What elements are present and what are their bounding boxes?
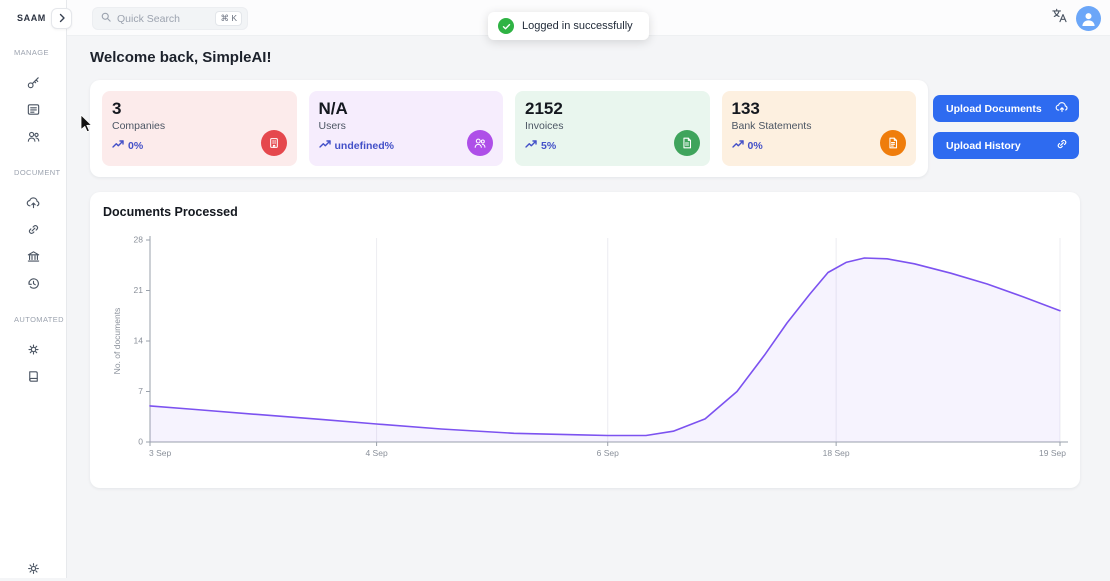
trend-value: undefined%: [334, 139, 395, 152]
upload-documents-button[interactable]: Upload Documents: [933, 95, 1079, 122]
translate-icon: [1051, 7, 1068, 29]
user-icon: [1080, 11, 1097, 31]
sidebar-item-users[interactable]: [25, 130, 42, 147]
stat-label: Invoices: [525, 120, 564, 132]
gear-icon: [26, 561, 41, 581]
link-icon: [1055, 137, 1069, 154]
sidebar: SAAM MANAGE DOCUMENT AUTOMATED: [0, 0, 72, 579]
key-icon: [26, 75, 41, 95]
trend-up-icon: [731, 139, 744, 152]
check-circle-icon: [498, 18, 514, 34]
stat-tile-companies: 3 Companies 0%: [102, 91, 297, 166]
sidebar-section-manage: MANAGE: [14, 48, 49, 57]
stat-label: Companies: [112, 120, 166, 132]
building-icon: [260, 130, 287, 156]
stat-value: N/A: [318, 99, 348, 118]
invoice-icon: [673, 130, 700, 156]
upload-history-label: Upload History: [946, 139, 1021, 152]
gear-doc-icon: [26, 342, 41, 362]
svg-text:28: 28: [134, 235, 144, 245]
sidebar-section-document: DOCUMENT: [14, 168, 61, 177]
cloud-upload-icon: [1055, 100, 1069, 117]
search-shortcut-badge: ⌘ K: [215, 11, 242, 26]
sidebar-item-ledger[interactable]: [25, 370, 42, 387]
svg-text:0: 0: [138, 437, 143, 447]
sidebar-item-upload-history[interactable]: [25, 223, 42, 240]
stat-tile-invoices: 2152 Invoices 5%: [515, 91, 710, 166]
sidebar-item-automation[interactable]: [25, 343, 42, 360]
upload-history-button[interactable]: Upload History: [933, 132, 1079, 159]
stat-value: 2152: [525, 99, 563, 118]
svg-text:19 Sep: 19 Sep: [1039, 448, 1066, 458]
stat-label: Users: [318, 120, 346, 132]
topbar: ⌘ K Logged in successfully: [67, 0, 1110, 40]
toast-notification: Logged in successfully: [488, 12, 649, 40]
svg-text:21: 21: [134, 285, 144, 295]
stat-tile-users: N/A Users undefined%: [308, 91, 503, 166]
trend-up-icon: [112, 139, 124, 152]
stats-summary-card: 3 Companies 0% N/A Users undefined% 2152…: [90, 80, 928, 177]
svg-text:4 Sep: 4 Sep: [365, 448, 387, 458]
chart-title: Documents Processed: [103, 205, 238, 219]
page-title: Welcome back, SimpleAI!: [90, 49, 272, 66]
history-clock-icon: [26, 276, 41, 296]
svg-text:6 Sep: 6 Sep: [597, 448, 619, 458]
trend-up-icon: [525, 139, 537, 152]
trend-up-icon: [318, 139, 331, 152]
statement-icon: [880, 130, 906, 156]
trend-value: 0%: [747, 139, 763, 152]
cloud-upload-icon: [26, 195, 41, 215]
sidebar-item-upload[interactable]: [25, 196, 42, 213]
link-icon: [26, 222, 41, 242]
sidebar-item-bank[interactable]: [25, 250, 42, 267]
stat-value: 133: [731, 99, 760, 118]
sidebar-item-history[interactable]: [25, 277, 42, 294]
toast-message: Logged in successfully: [522, 20, 633, 32]
trend-value: 5%: [541, 139, 557, 152]
app-logo: SAAM: [17, 13, 46, 23]
sidebar-item-billing[interactable]: [25, 103, 42, 120]
users-icon: [467, 130, 493, 156]
users-icon: [26, 129, 41, 149]
upload-documents-label: Upload Documents: [946, 102, 1042, 115]
svg-text:3 Sep: 3 Sep: [149, 448, 171, 458]
sidebar-expand-button[interactable]: [51, 8, 72, 29]
stat-label: Bank Statements: [731, 120, 812, 132]
svg-text:14: 14: [134, 336, 144, 346]
svg-text:7: 7: [138, 386, 143, 396]
documents-processed-chart: 0 7 14 21 28 3 Sep 4 Sep 6 Sep 18 Sep 19 Sep No. o…: [112, 235, 1068, 458]
chevron-right-icon: [57, 10, 67, 28]
translate-button[interactable]: [1048, 7, 1070, 29]
search-input[interactable]: [117, 12, 211, 25]
documents-processed-card: Documents Processed 0 7 14 21 28 3 Sep 4 Sep 6 …: [90, 192, 1080, 488]
sidebar-item-settings[interactable]: [25, 562, 42, 579]
svg-text:No. of documents: No. of documents: [112, 308, 122, 375]
book-icon: [26, 369, 41, 389]
stat-tile-bank-statements: 133 Bank Statements 0%: [721, 91, 916, 166]
sidebar-item-access[interactable]: [25, 76, 42, 93]
avatar[interactable]: [1076, 6, 1101, 31]
trend-value: 0%: [128, 139, 144, 152]
search-icon: [100, 10, 112, 28]
bank-icon: [26, 249, 41, 269]
action-buttons: Upload Documents Upload History: [933, 95, 1079, 159]
invoice-icon: [26, 102, 41, 122]
stat-value: 3: [112, 99, 122, 118]
sidebar-section-automated: AUTOMATED: [14, 315, 64, 324]
svg-text:18 Sep: 18 Sep: [823, 448, 850, 458]
quick-search[interactable]: ⌘ K: [92, 7, 248, 30]
